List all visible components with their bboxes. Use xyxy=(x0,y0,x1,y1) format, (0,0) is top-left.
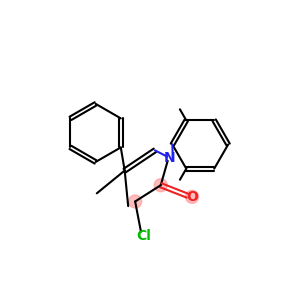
Text: Cl: Cl xyxy=(136,230,151,243)
Text: N: N xyxy=(164,152,176,166)
Circle shape xyxy=(186,190,199,203)
Circle shape xyxy=(129,195,142,208)
Text: O: O xyxy=(186,190,198,204)
Circle shape xyxy=(154,179,167,192)
